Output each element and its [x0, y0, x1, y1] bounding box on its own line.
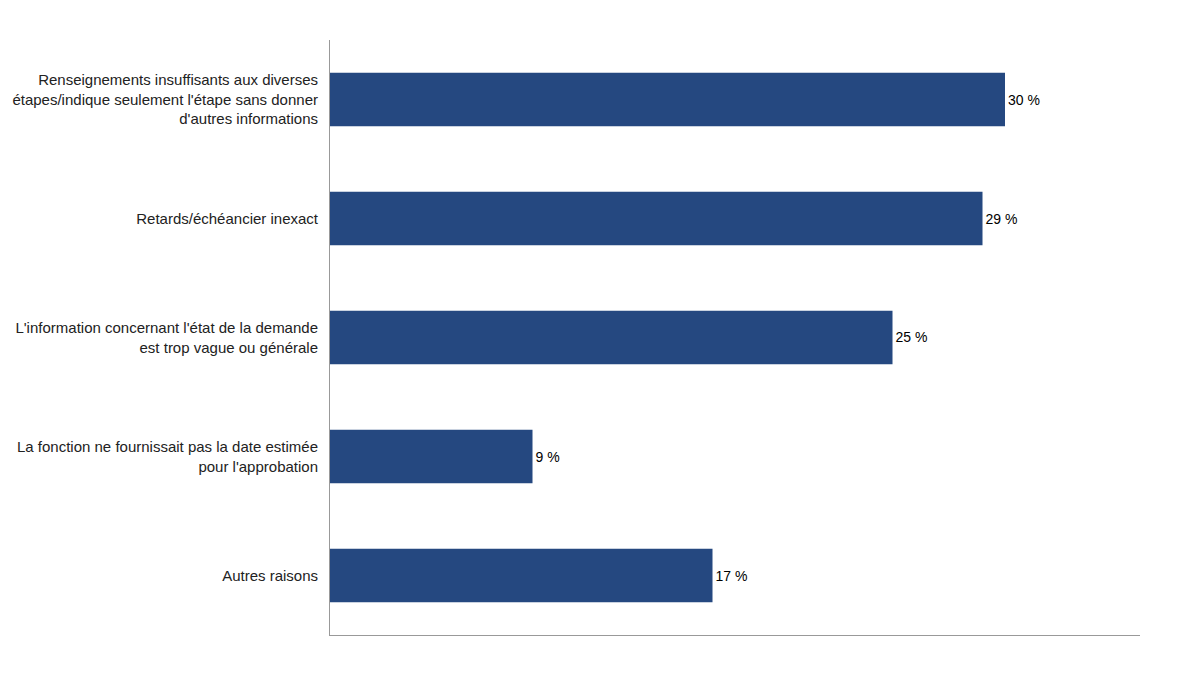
svg-text:25 %: 25 % — [896, 329, 928, 345]
svg-text:Retards/échéancier inexact: Retards/échéancier inexact — [136, 210, 319, 227]
svg-text:9 %: 9 % — [536, 449, 560, 465]
svg-text:L'information concernant l'éta: L'information concernant l'état de la de… — [15, 319, 318, 356]
svg-text:Autres raisons: Autres raisons — [222, 567, 318, 584]
svg-text:30 %: 30 % — [1008, 92, 1040, 108]
svg-text:Renseignements insuffisants au: Renseignements insuffisants aux diverses… — [12, 71, 318, 127]
svg-text:La fonction ne fournissait pas: La fonction ne fournissait pas la date e… — [17, 438, 318, 475]
svg-text:29 %: 29 % — [986, 211, 1018, 227]
svg-text:17 %: 17 % — [716, 568, 748, 584]
